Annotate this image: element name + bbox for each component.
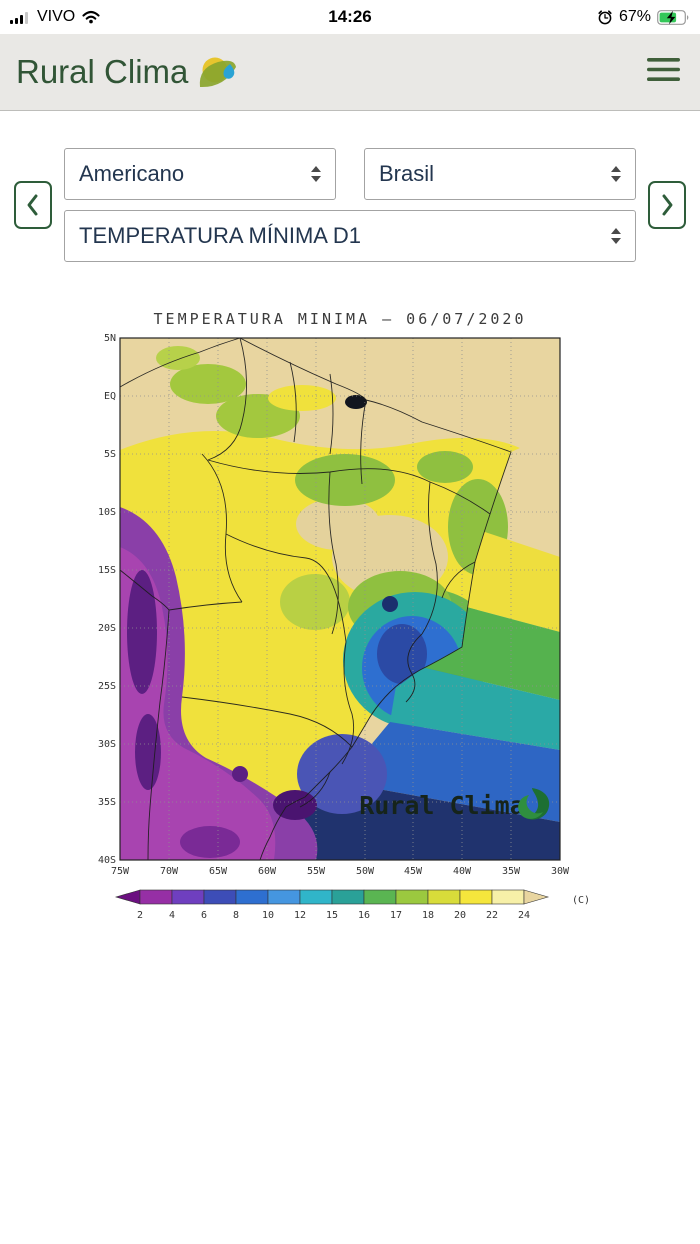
svg-text:5S: 5S xyxy=(104,449,116,460)
model-select-value: Americano xyxy=(79,161,185,186)
svg-text:10: 10 xyxy=(262,910,274,921)
svg-text:24: 24 xyxy=(518,910,530,921)
svg-text:17: 17 xyxy=(390,910,402,921)
svg-text:40W: 40W xyxy=(453,866,472,877)
svg-text:70W: 70W xyxy=(160,866,179,877)
map-frame xyxy=(119,337,561,861)
previous-map-button[interactable] xyxy=(14,181,52,229)
next-map-button[interactable] xyxy=(648,181,686,229)
watermark-leaf-icon xyxy=(518,795,543,819)
colorbar-unit: (C) xyxy=(572,895,590,906)
map-watermark: Rural Clima xyxy=(359,788,550,820)
select-row-top: Americano Brasil xyxy=(64,148,636,200)
watermark-text: Rural Clima xyxy=(359,791,525,820)
svg-text:18: 18 xyxy=(422,910,434,921)
svg-text:40S: 40S xyxy=(98,855,116,866)
battery-charging-icon xyxy=(657,9,689,25)
status-bar-time: 14:26 xyxy=(328,7,372,26)
status-bar: VIVO 14:26 67% xyxy=(0,0,700,34)
svg-text:15S: 15S xyxy=(98,565,116,576)
model-select[interactable]: Americano xyxy=(64,148,336,200)
variable-select-value: TEMPERATURA MÍNIMA D1 xyxy=(79,223,361,248)
svg-text:30S: 30S xyxy=(98,739,116,750)
svg-text:25S: 25S xyxy=(98,681,116,692)
map-container: TEMPERATURA MINIMA — 06/07/2020 xyxy=(0,302,700,934)
temperature-map-figure: TEMPERATURA MINIMA — 06/07/2020 xyxy=(98,310,590,921)
temperature-field xyxy=(120,338,560,860)
graticule-grid xyxy=(120,338,560,860)
svg-text:22: 22 xyxy=(486,910,498,921)
svg-text:45W: 45W xyxy=(404,866,423,877)
wifi-icon xyxy=(82,10,100,24)
country-borders xyxy=(120,338,512,860)
svg-text:8: 8 xyxy=(233,910,239,921)
svg-text:50W: 50W xyxy=(356,866,375,877)
svg-text:20: 20 xyxy=(454,910,466,921)
svg-text:35W: 35W xyxy=(502,866,521,877)
map-title: TEMPERATURA MINIMA — 06/07/2020 xyxy=(154,310,527,328)
svg-text:16: 16 xyxy=(358,910,370,921)
svg-text:4: 4 xyxy=(169,910,175,921)
app-header: Rural Clima xyxy=(0,34,700,111)
variable-select[interactable]: TEMPERATURA MÍNIMA D1 xyxy=(64,210,636,262)
app-title: Rural Clima xyxy=(16,53,189,90)
battery-percent-label: 67% xyxy=(618,8,652,25)
longitude-labels: 75W 70W 65W 60W 55W 50W 45W 40W 35W 30W xyxy=(111,866,570,877)
svg-text:30W: 30W xyxy=(551,866,570,877)
colorbar-ticks: 2 4 6 8 10 12 15 16 17 18 20 22 24 (C) xyxy=(137,895,590,921)
status-bar-left: VIVO xyxy=(10,8,328,26)
region-select[interactable]: Brasil xyxy=(364,148,636,200)
hamburger-menu-icon xyxy=(647,58,680,81)
up-down-arrows-icon xyxy=(311,166,321,182)
svg-text:75W: 75W xyxy=(111,866,130,877)
watermark-leaf-icon xyxy=(526,788,550,820)
svg-text:60W: 60W xyxy=(258,866,277,877)
chevron-left-icon xyxy=(27,194,38,216)
svg-text:5N: 5N xyxy=(104,333,116,344)
svg-text:EQ: EQ xyxy=(104,391,116,402)
select-grid: Americano Brasil TEMPERATURA MÍNIMA D1 xyxy=(64,148,636,262)
rural-clima-leaf-logo xyxy=(200,57,237,88)
up-down-arrows-icon xyxy=(611,228,621,244)
svg-text:35S: 35S xyxy=(98,797,116,808)
svg-text:6: 6 xyxy=(201,910,207,921)
region-select-value: Brasil xyxy=(379,161,435,186)
map-controls: Americano Brasil TEMPERATURA MÍNIMA D1 xyxy=(0,148,700,262)
svg-text:55W: 55W xyxy=(307,866,326,877)
select-row-bottom: TEMPERATURA MÍNIMA D1 xyxy=(64,210,636,262)
svg-text:65W: 65W xyxy=(209,866,228,877)
carrier-label: VIVO xyxy=(37,8,76,25)
status-bar-right: 67% xyxy=(372,8,690,26)
chevron-right-icon xyxy=(662,194,673,216)
svg-text:2: 2 xyxy=(137,910,143,921)
alarm-clock-icon xyxy=(598,10,612,25)
svg-text:20S: 20S xyxy=(98,623,116,634)
latitude-labels: 5N EQ 5S 10S 15S 20S 25S 30S 35S 40S xyxy=(98,333,116,866)
cellular-signal-icon xyxy=(10,11,28,24)
svg-text:12: 12 xyxy=(294,910,306,921)
hamburger-menu-button[interactable] xyxy=(643,51,684,93)
svg-text:15: 15 xyxy=(326,910,338,921)
up-down-arrows-icon xyxy=(611,166,621,182)
colorbar xyxy=(114,889,550,905)
svg-text:10S: 10S xyxy=(98,507,116,518)
